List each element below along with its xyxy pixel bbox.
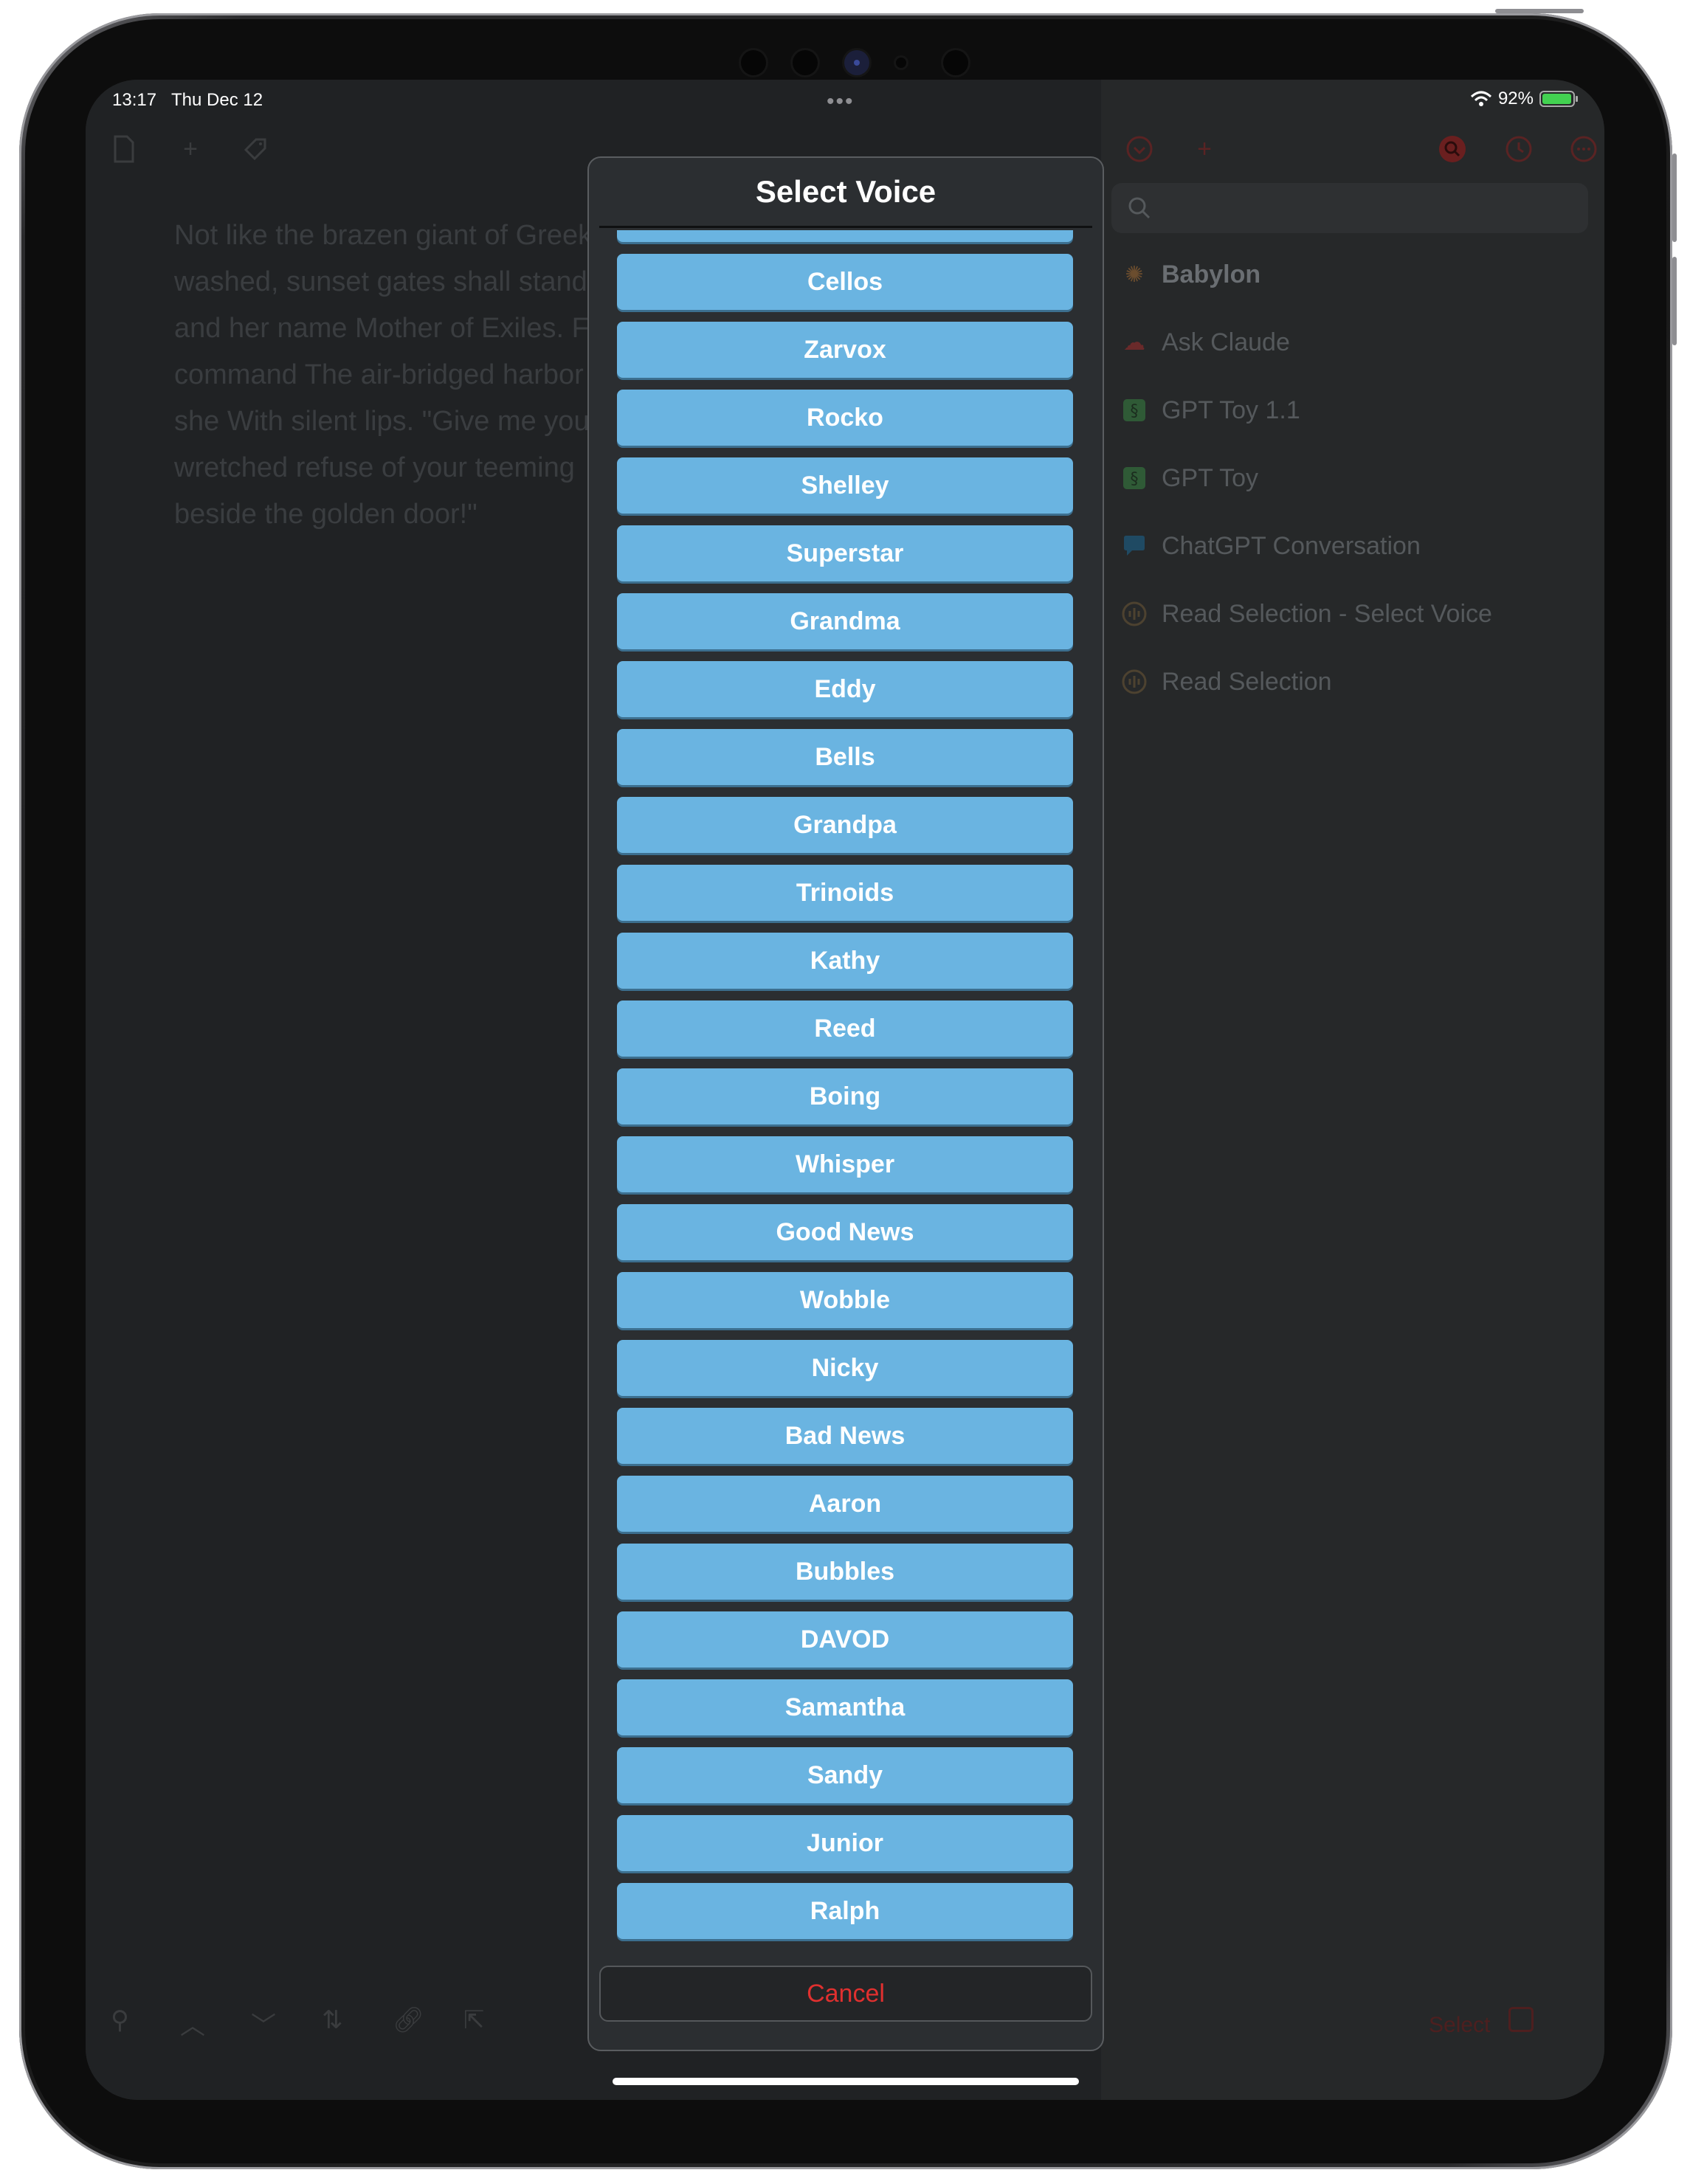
voice-button[interactable] bbox=[617, 230, 1073, 242]
sidebar-item-read-selection[interactable]: Read Selection bbox=[1120, 660, 1332, 704]
sidebar-item-gpt-toy[interactable]: § GPT Toy bbox=[1120, 456, 1258, 500]
voice-button[interactable]: Shelley bbox=[617, 457, 1073, 514]
voice-button[interactable]: Sandy bbox=[617, 1747, 1073, 1803]
voice-button[interactable]: Trinoids bbox=[617, 865, 1073, 921]
sensor bbox=[741, 50, 766, 75]
voice-button[interactable]: Eddy bbox=[617, 661, 1073, 717]
voice-button[interactable]: Cellos bbox=[617, 254, 1073, 310]
divider bbox=[599, 226, 1092, 228]
sidebar-item-label: Babylon bbox=[1162, 260, 1261, 288]
voice-button[interactable]: Kathy bbox=[617, 933, 1073, 989]
voice-button[interactable]: Good News bbox=[617, 1204, 1073, 1260]
voice-button[interactable]: Grandma bbox=[617, 593, 1073, 649]
search-filter-icon[interactable] bbox=[1436, 133, 1469, 165]
volume-button-bottom bbox=[1672, 257, 1677, 345]
link-icon[interactable]: 🔗︎ bbox=[393, 2006, 425, 2034]
sort-arrows-icon[interactable]: ⇅ bbox=[322, 2006, 343, 2034]
sidebar-item-chatgpt-conversation[interactable]: ChatGPT Conversation bbox=[1120, 524, 1421, 568]
document-icon[interactable] bbox=[109, 134, 139, 164]
status-time: 13:17 bbox=[112, 90, 157, 110]
voice-button[interactable]: Bad News bbox=[617, 1408, 1073, 1464]
status-bar: 13:17 Thu Dec 12 ••• 92% bbox=[86, 80, 1604, 121]
voice-button[interactable]: Junior bbox=[617, 1815, 1073, 1871]
voice-button[interactable]: Whisper bbox=[617, 1136, 1073, 1192]
voice-list[interactable]: Cellos Zarvox Rocko Shelley Superstar Grandma… bbox=[617, 230, 1075, 1952]
voice-button[interactable]: Samantha bbox=[617, 1679, 1073, 1735]
openai-icon: ✺ bbox=[1125, 262, 1144, 287]
svg-text:§: § bbox=[1131, 470, 1139, 488]
voice-button[interactable]: Rocko bbox=[617, 390, 1073, 446]
checkmark-circle-icon[interactable] bbox=[1123, 133, 1156, 165]
multitasking-dots-icon[interactable]: ••• bbox=[827, 89, 855, 114]
voice-button[interactable]: Grandpa bbox=[617, 797, 1073, 853]
sidebar-item-read-selection-select-voice[interactable]: Read Selection - Select Voice bbox=[1120, 592, 1492, 636]
home-indicator[interactable] bbox=[613, 2078, 1079, 2085]
brain-icon: ☁ bbox=[1123, 330, 1145, 355]
sidebar-item-label: GPT Toy 1.1 bbox=[1162, 395, 1300, 424]
voice-button[interactable]: Reed bbox=[617, 1001, 1073, 1057]
status-indicators: 92% bbox=[1470, 89, 1578, 109]
more-icon[interactable] bbox=[1567, 133, 1600, 165]
sidebar-item-babylon[interactable]: ✺ Babylon bbox=[1120, 252, 1260, 297]
script-icon: § bbox=[1120, 464, 1148, 492]
sidebar-item-label: Read Selection bbox=[1162, 667, 1332, 696]
select-button[interactable]: Select bbox=[1429, 2013, 1491, 2037]
voice-button[interactable]: Superstar bbox=[617, 525, 1073, 581]
script-icon: § bbox=[1120, 396, 1148, 424]
screen: + Not like the brazen giant of Greek was… bbox=[86, 80, 1604, 2100]
wifi-icon bbox=[1470, 91, 1492, 107]
sidebar-item-gpt-toy-1-1[interactable]: § GPT Toy 1.1 bbox=[1120, 388, 1300, 432]
cancel-button[interactable]: Cancel bbox=[599, 1966, 1092, 2022]
sidebar-item-label: ChatGPT Conversation bbox=[1162, 531, 1421, 560]
sidebar-item-label: GPT Toy bbox=[1162, 463, 1259, 492]
voice-button[interactable]: Ralph bbox=[617, 1883, 1073, 1939]
voice-button[interactable]: Bubbles bbox=[617, 1544, 1073, 1600]
status-date: Thu Dec 12 bbox=[171, 90, 263, 110]
plus-icon[interactable]: + bbox=[183, 134, 198, 163]
dialog-title: Select Voice bbox=[755, 174, 937, 209]
sidebar-item-ask-claude[interactable]: ☁ Ask Claude bbox=[1120, 320, 1290, 364]
chat-bubble-icon bbox=[1120, 532, 1148, 560]
sidebar-item-label: Read Selection - Select Voice bbox=[1162, 599, 1492, 628]
voice-button[interactable]: Nicky bbox=[617, 1340, 1073, 1396]
battery-icon bbox=[1539, 91, 1578, 107]
volume-button-top bbox=[1672, 153, 1677, 242]
front-camera bbox=[844, 50, 869, 75]
sidebar: + ✺ Babylon ☁ Ask Claude § GPT Toy 1. bbox=[1101, 80, 1604, 2100]
chevron-up-icon[interactable]: ︿ bbox=[180, 2012, 205, 2040]
select-voice-dialog: Select Voice Cellos Zarvox Rocko Shelley Sup… bbox=[587, 156, 1104, 2051]
collapse-icon[interactable] bbox=[1508, 2007, 1534, 2032]
sensor bbox=[943, 50, 968, 75]
svg-text:§: § bbox=[1131, 402, 1139, 421]
tag-icon[interactable] bbox=[241, 134, 270, 164]
voice-button[interactable]: Bells bbox=[617, 729, 1073, 785]
battery-percent: 92% bbox=[1497, 89, 1534, 108]
editor-body-text[interactable]: Not like the brazen giant of Greek washe… bbox=[174, 220, 593, 530]
sensor bbox=[793, 50, 818, 75]
chevron-down-icon[interactable]: ﹀ bbox=[251, 2012, 276, 2040]
share-icon[interactable]: ⇱ bbox=[463, 2006, 485, 2034]
waveform-icon bbox=[1120, 668, 1148, 696]
voice-button[interactable]: Wobble bbox=[617, 1272, 1073, 1328]
power-button bbox=[1495, 9, 1584, 13]
voice-button[interactable]: Zarvox bbox=[617, 322, 1073, 378]
voice-button[interactable]: Boing bbox=[617, 1068, 1073, 1124]
pin-icon[interactable]: ⚲ bbox=[111, 2006, 129, 2034]
sensor bbox=[896, 58, 906, 68]
waveform-icon bbox=[1120, 600, 1148, 628]
voice-button[interactable]: DAVOD bbox=[617, 1611, 1073, 1668]
voice-button[interactable]: Aaron bbox=[617, 1476, 1073, 1532]
history-icon[interactable] bbox=[1503, 133, 1535, 165]
search-input[interactable] bbox=[1111, 183, 1588, 233]
search-icon bbox=[1126, 195, 1153, 225]
sidebar-item-label: Ask Claude bbox=[1162, 328, 1290, 356]
plus-icon[interactable]: + bbox=[1197, 134, 1212, 163]
